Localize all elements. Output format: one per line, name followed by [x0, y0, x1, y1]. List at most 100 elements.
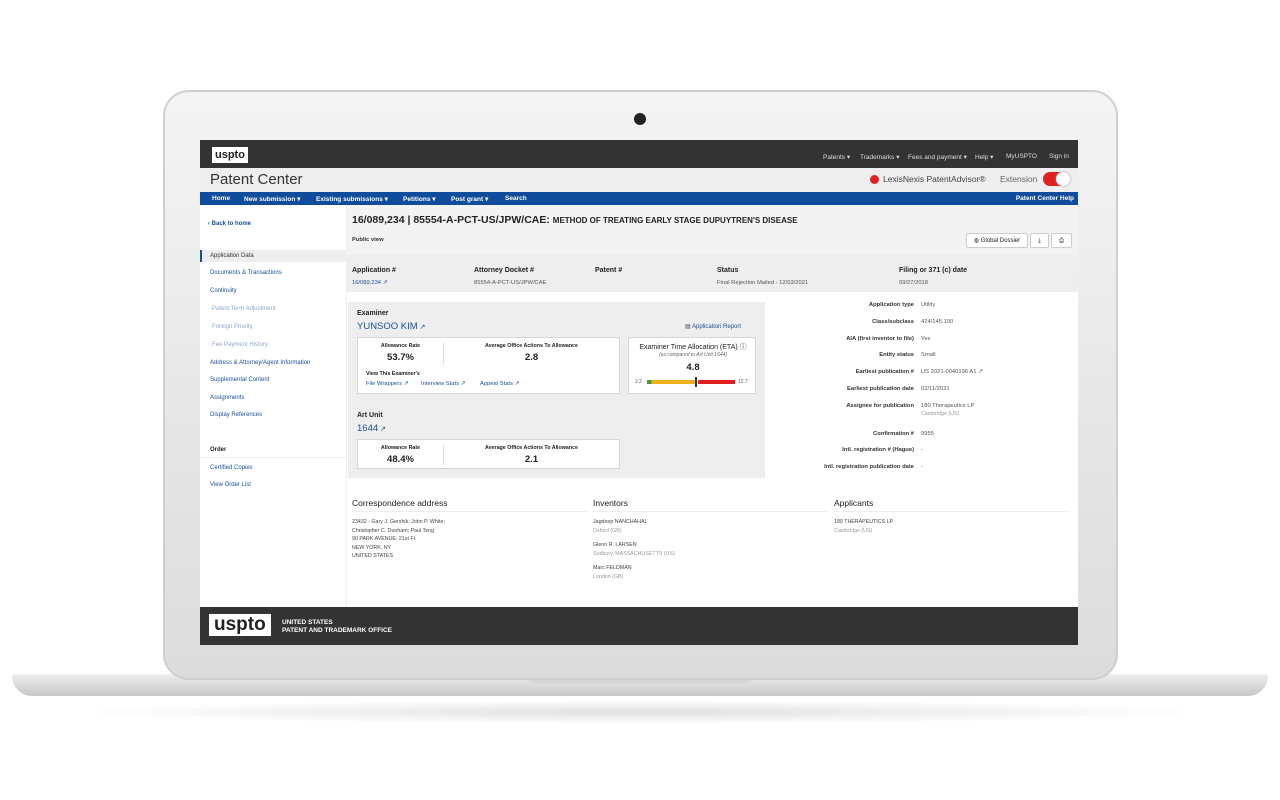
appeal-stats-link[interactable]: Appeal Stats ↗: [480, 381, 520, 387]
application-report-link[interactable]: ▤ Application Report: [685, 324, 742, 330]
eta-marker: [694, 377, 697, 387]
sidebar-item-foreign-priority: Foreign Priority: [212, 324, 253, 330]
view-examiner-label: View This Examiner's: [366, 371, 420, 377]
nav-help[interactable]: Patent Center Help: [1015, 195, 1074, 202]
detail-label: Intl. registration publication date: [824, 464, 914, 470]
print-button[interactable]: ⎙: [1051, 233, 1072, 248]
page-title: 16/089,234 | 85554-A-PCT-US/JPW/CAE: MET…: [352, 214, 798, 226]
detail-label: Confirmation #: [873, 431, 914, 437]
eta-bar: [647, 380, 735, 384]
menu-patents[interactable]: Patents ▾: [823, 154, 851, 161]
sidebar-item-pta: Patent Term Adjustment: [212, 306, 276, 312]
menu-sign-in[interactable]: Sign in: [1049, 153, 1069, 160]
inventor-name: Glenn R. LARSEN: [593, 542, 637, 548]
sidebar-item-certified-copies[interactable]: Certified Copies: [210, 465, 253, 471]
sidebar-item-continuity[interactable]: Continuity: [210, 288, 237, 294]
global-dossier-button[interactable]: ◍ Global Dossier: [966, 233, 1028, 248]
nav-existing-submissions[interactable]: Existing submissions ▾: [316, 196, 388, 203]
inventors-section: Inventors Jagdeep NANCHAHAL Oxford (GB) …: [593, 498, 829, 581]
webcam: [634, 113, 646, 125]
detail-value: Yes: [921, 336, 931, 342]
globe-icon: ◍: [973, 238, 980, 244]
summary-label: Status: [717, 267, 739, 274]
external-link-icon: ↗: [378, 426, 386, 433]
eta-min: 2.2: [635, 379, 642, 385]
print-icon: ⎙: [1059, 238, 1064, 244]
menu-trademarks[interactable]: Trademarks ▾: [860, 154, 900, 161]
nav-search[interactable]: Search: [505, 195, 527, 202]
sidebar: ‹ Back to home Application Data Document…: [200, 205, 347, 607]
nav-new-submission[interactable]: New submission ▾: [244, 196, 301, 203]
section-heading: Correspondence address: [352, 498, 588, 512]
applicant-location: Cambridge (US): [834, 527, 873, 534]
uspto-logo[interactable]: uspto: [212, 147, 248, 163]
applicants-section: Applicants 180 THERAPEUTICS LP Cambridge…: [834, 498, 1070, 535]
examiner-name-link[interactable]: YUNSOO KIM ↗: [357, 321, 426, 332]
top-bar: uspto Patents ▾ Trademarks ▾ Fees and pa…: [200, 140, 1078, 168]
nav-home[interactable]: Home: [212, 195, 231, 202]
inventor-name: Jagdeep NANCHAHAL: [593, 519, 648, 525]
address-line: 23432 - Gary J. Gershik; John P. White;: [352, 519, 445, 525]
title-bar: Patent Center LexisNexis PatentAdvisor® …: [200, 168, 1078, 192]
global-dossier-label: Global Dossier: [980, 238, 1021, 244]
download-button[interactable]: ⤓: [1030, 233, 1049, 248]
sidebar-item-address[interactable]: Address & Attorney/Agent Information: [210, 360, 311, 366]
order-heading: Order: [210, 447, 227, 453]
download-icon: ⤓: [1038, 238, 1041, 244]
inventor-location: Sudbury, MASSACHUSETTS (US): [593, 550, 675, 557]
eta-value: 4.8: [686, 362, 700, 373]
summary-label: Filing or 371 (c) date: [899, 267, 968, 274]
footer-uspto-logo[interactable]: uspto: [209, 614, 271, 636]
menu-help[interactable]: Help ▾: [975, 154, 994, 161]
detail-label: Earliest publication #: [855, 369, 914, 375]
application-number-link[interactable]: 16/089,234 ↗: [352, 280, 388, 286]
menu-fees[interactable]: Fees and payment ▾: [908, 154, 967, 161]
sidebar-item-fee-history: Fee Payment History: [212, 342, 269, 348]
file-wrappers-link[interactable]: File Wrappers ↗: [366, 381, 409, 387]
divider: [200, 457, 347, 458]
info-icon[interactable]: ⓘ: [739, 344, 747, 351]
art-unit-link[interactable]: 1644 ↗: [357, 423, 386, 434]
eta-subtitle: (as compared to Art Unit 1644): [658, 352, 728, 358]
sidebar-item-view-order-list[interactable]: View Order List: [210, 482, 251, 488]
extension-label: LexisNexis PatentAdvisor®: [883, 174, 986, 184]
sidebar-item-documents[interactable]: Documents & Transactions: [210, 270, 282, 276]
art-unit-heading: Art Unit: [357, 412, 383, 419]
detail-label: Application type: [868, 302, 914, 308]
applicant-name: 180 THERAPEUTICS LP: [834, 519, 894, 525]
address-line: UNITED STATES: [352, 553, 394, 559]
detail-value: 180 Therapeutics LP: [921, 403, 975, 409]
publication-link[interactable]: US 2021-0040196 A1 ↗: [921, 369, 983, 375]
allowance-rate-label: Allowance Rate: [380, 445, 421, 451]
examiner-panel: Examiner YUNSOO KIM ↗ ▤ Application Repo…: [348, 302, 765, 478]
extension-toggle[interactable]: [1043, 172, 1070, 186]
menu-myuspto[interactable]: MyUSPTO: [1006, 153, 1037, 160]
document-icon: ▤: [685, 324, 691, 330]
footer: uspto UNITED STATES PATENT AND TRADEMARK…: [200, 607, 1078, 645]
sidebar-item-supplemental[interactable]: Supplemental Content: [210, 377, 270, 383]
main-nav: Home New submission ▾ Existing submissio…: [200, 192, 1078, 205]
back-to-home-link[interactable]: ‹ Back to home: [208, 221, 252, 227]
sidebar-item-application-data[interactable]: Application Data: [210, 253, 254, 259]
sidebar-item-assignments[interactable]: Assignments: [210, 395, 245, 401]
detail-value: Utility: [921, 302, 936, 308]
examiner-stats-box: Allowance Rate 53.7% Average Office Acti…: [357, 337, 620, 394]
title-id: 16/089,234 | 85554-A-PCT-US/JPW/CAE:: [352, 214, 550, 226]
public-view-label: Public view: [352, 237, 384, 243]
eta-title: Examiner Time Allocation (ETA) ⓘ: [639, 344, 747, 351]
examiner-heading: Examiner: [357, 310, 389, 317]
address-line: Christopher C. Dunham; Paul Teng: [352, 527, 435, 534]
summary-label: Patent #: [595, 267, 623, 274]
summary-value: 09/27/2018: [899, 280, 929, 286]
interview-stats-link[interactable]: Interview Stats ↗: [421, 381, 466, 387]
detail-label: Intl. registration # (Hague): [842, 447, 914, 453]
inventor-location: Oxford (GB): [593, 527, 622, 534]
allowance-rate-value: 53.7%: [387, 352, 414, 363]
eta-box: Examiner Time Allocation (ETA) ⓘ (as com…: [628, 337, 756, 394]
nav-petitions[interactable]: Petitions ▾: [403, 196, 436, 203]
detail-subvalue: Cambridge (US): [921, 411, 960, 417]
nav-post-grant[interactable]: Post grant ▾: [451, 196, 489, 203]
active-item-highlight: [200, 250, 347, 262]
sidebar-item-display-references[interactable]: Display References: [210, 412, 263, 418]
office-actions-label: Average Office Actions To Allowance: [485, 445, 578, 451]
